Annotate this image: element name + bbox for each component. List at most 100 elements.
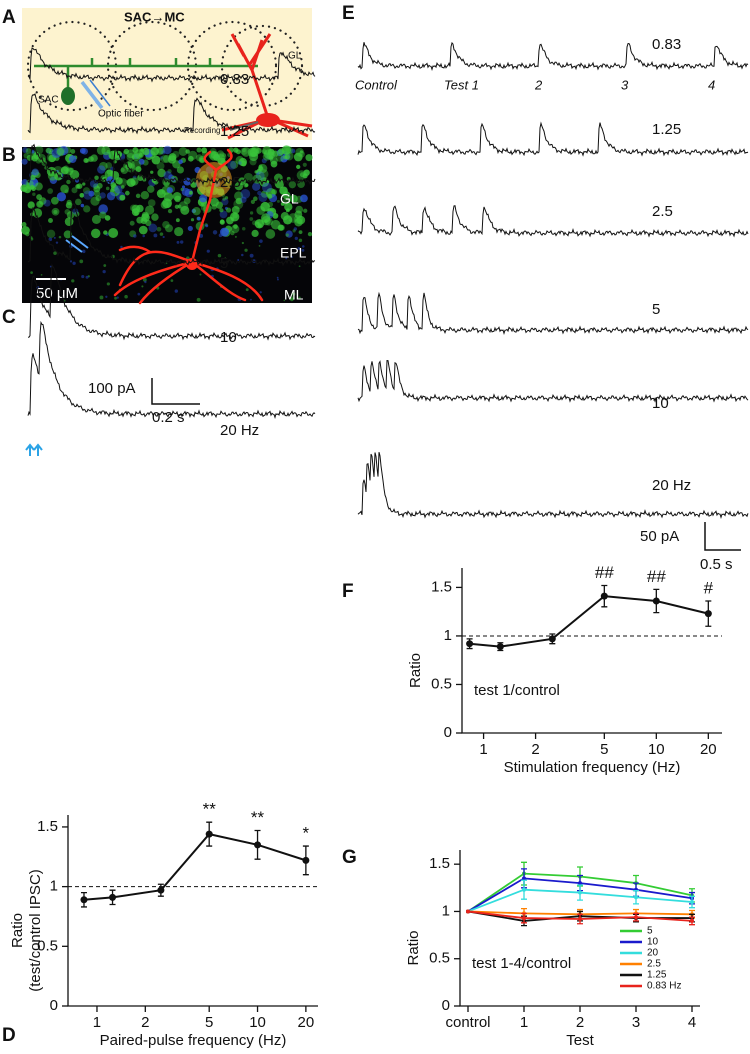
fluorescent-speck: [301, 245, 305, 248]
data-point: [600, 592, 608, 600]
fluorescent-speck: [60, 166, 69, 175]
fluorescent-speck: [122, 150, 128, 155]
fluorescent-speck: [106, 176, 115, 185]
fluorescent-speck: [301, 248, 305, 252]
data-point: [690, 900, 694, 904]
scale-bar: [151, 378, 200, 405]
panel-letter: E: [342, 3, 355, 24]
fluorescent-speck: [21, 226, 30, 235]
x-tick-label: 4: [688, 1014, 696, 1031]
fluorescent-speck: [21, 221, 27, 227]
fluorescent-speck: [103, 230, 108, 235]
fluorescent-speck: [253, 196, 258, 202]
fluorescent-speck: [288, 180, 297, 189]
significance-label: ##: [647, 567, 666, 586]
scale-label: 0.5 s: [700, 556, 733, 573]
x-axis-label: Stimulation frequency (Hz): [504, 759, 681, 776]
fluorescent-speck: [114, 160, 118, 164]
fluorescent-speck: [258, 193, 268, 203]
fluorescent-speck: [63, 230, 72, 239]
data-point: [254, 841, 262, 849]
fluorescent-speck: [65, 201, 73, 209]
data-point: [109, 893, 117, 901]
device-label: Optic fiber: [98, 109, 144, 120]
fluorescent-speck: [124, 190, 130, 196]
fluorescent-speck: [222, 197, 226, 201]
axis: [67, 815, 318, 1007]
fluorescent-speck: [178, 159, 183, 165]
fluorescent-speck: [222, 153, 227, 158]
fluorescent-speck: [74, 198, 82, 206]
fluorescent-speck: [275, 153, 285, 162]
data-point: [578, 917, 582, 922]
fluorescent-speck: [285, 257, 288, 260]
fluorescent-speck: [176, 240, 180, 244]
fluorescent-speck: [157, 146, 165, 155]
fluorescent-speck: [225, 207, 232, 213]
fluorescent-speck: [259, 166, 264, 171]
fluorescent-speck: [162, 220, 170, 229]
y-axis-label: (test/control IPSC): [27, 869, 44, 992]
panel-letter: G: [342, 847, 357, 868]
fluorescent-speck: [183, 197, 191, 205]
scale-bar: [704, 522, 741, 551]
data-point: [522, 876, 526, 881]
fluorescent-speck: [53, 236, 56, 239]
fluorescent-speck: [278, 224, 285, 231]
fluorescent-speck: [56, 192, 67, 202]
fluorescent-speck: [217, 253, 222, 258]
fluorescent-speck: [267, 201, 274, 208]
fluorescent-speck: [174, 226, 184, 237]
fluorescent-speck: [244, 248, 248, 252]
fluorescent-speck: [151, 155, 161, 165]
fluorescent-speck: [250, 298, 252, 301]
fluorescent-speck: [27, 201, 35, 209]
fluorescent-speck: [119, 194, 126, 201]
fluorescent-speck: [163, 145, 172, 155]
fluorescent-speck: [167, 155, 177, 164]
layer-label: EPL: [280, 245, 307, 261]
fluorescent-speck: [56, 147, 65, 156]
fluorescent-speck: [159, 156, 164, 160]
fluorescent-speck: [237, 259, 240, 261]
fluorescent-speck: [261, 158, 267, 164]
fluorescent-speck: [277, 148, 285, 155]
fluorescent-speck: [260, 213, 271, 223]
fluorescent-speck: [70, 148, 76, 154]
fluorescent-speck: [241, 147, 251, 157]
inset-text: test 1-4/control: [472, 955, 571, 972]
fluorescent-speck: [291, 256, 294, 258]
fluorescent-speck: [144, 280, 147, 284]
fluorescent-speck: [176, 166, 184, 174]
fluorescent-speck: [114, 185, 123, 194]
data-point: [634, 915, 638, 920]
fluorescent-speck: [30, 174, 36, 181]
fluorescent-speck: [265, 229, 276, 239]
fluorescent-speck: [284, 154, 290, 160]
fluorescent-speck: [199, 233, 204, 238]
fluorescent-speck: [284, 202, 293, 211]
fluorescent-speck: [40, 274, 43, 276]
fluorescent-speck: [292, 229, 296, 233]
data-point: [548, 635, 556, 643]
fluorescent-speck: [71, 279, 75, 283]
data-point: [704, 610, 712, 618]
fluorescent-speck: [142, 277, 147, 282]
fluorescent-speck: [177, 204, 182, 209]
significance-label: *: [303, 824, 310, 843]
significance-label: **: [251, 808, 265, 827]
legend-label: 5: [647, 926, 653, 937]
fluorescent-speck: [258, 244, 261, 247]
current-trace: [357, 121, 749, 157]
fluorescent-speck: [302, 162, 307, 167]
legend-label: 20: [647, 948, 659, 959]
fluorescent-speck: [241, 241, 244, 245]
fluorescent-speck: [131, 208, 140, 217]
fluorescent-speck: [307, 231, 313, 237]
y-tick-label: 0.5: [431, 675, 452, 692]
fluorescent-speck: [110, 188, 115, 193]
fluorescent-speck: [219, 208, 224, 213]
fluorescent-speck: [102, 270, 106, 274]
panel-letter: A: [2, 7, 16, 28]
